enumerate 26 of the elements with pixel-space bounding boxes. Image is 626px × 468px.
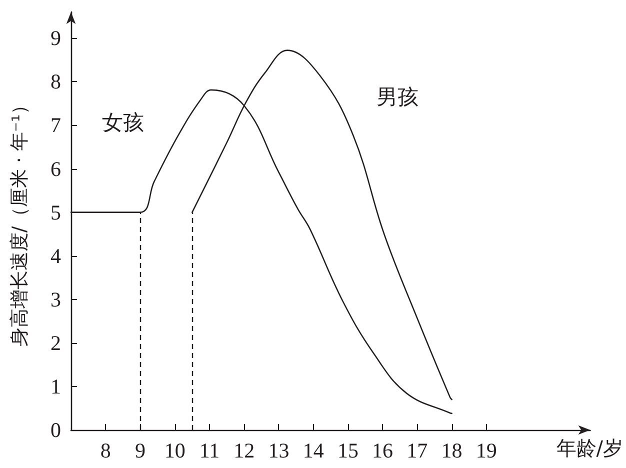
x-tick-label: 16 xyxy=(372,438,394,462)
x-tick-label: 12 xyxy=(234,438,255,462)
x-tick-label: 11 xyxy=(199,438,220,462)
series-label: 男孩 xyxy=(376,84,418,109)
y-tick-label: 4 xyxy=(50,244,62,268)
x-tick-label: 17 xyxy=(406,438,428,462)
y-tick-label: 9 xyxy=(50,26,61,50)
y-tick-label: 8 xyxy=(50,70,61,94)
x-tick-label: 19 xyxy=(476,438,497,462)
y-tick-label: 0 xyxy=(50,418,61,442)
x-tick-label: 14 xyxy=(302,438,324,462)
x-tick-label: 15 xyxy=(337,438,358,462)
y-tick-label: 3 xyxy=(50,287,61,312)
x-tick-label: 10 xyxy=(164,438,186,462)
y-tick-label: 1 xyxy=(50,374,61,398)
x-tick-label: 8 xyxy=(100,438,111,462)
x-tick-label: 9 xyxy=(134,438,146,462)
y-tick-label: 2 xyxy=(50,330,61,355)
x-tick-label: 18 xyxy=(441,438,462,462)
y-tick-label: 7 xyxy=(50,113,61,138)
x-axis-title: 年龄/岁 xyxy=(556,436,624,460)
series-label: 女孩 xyxy=(102,110,144,134)
y-axis-title: 身高增长速度/（厘米 · 年⁻¹） xyxy=(8,95,30,347)
y-tick-label: 5 xyxy=(50,200,61,224)
y-tick-label: 6 xyxy=(50,156,61,181)
x-tick-label: 13 xyxy=(268,438,290,462)
